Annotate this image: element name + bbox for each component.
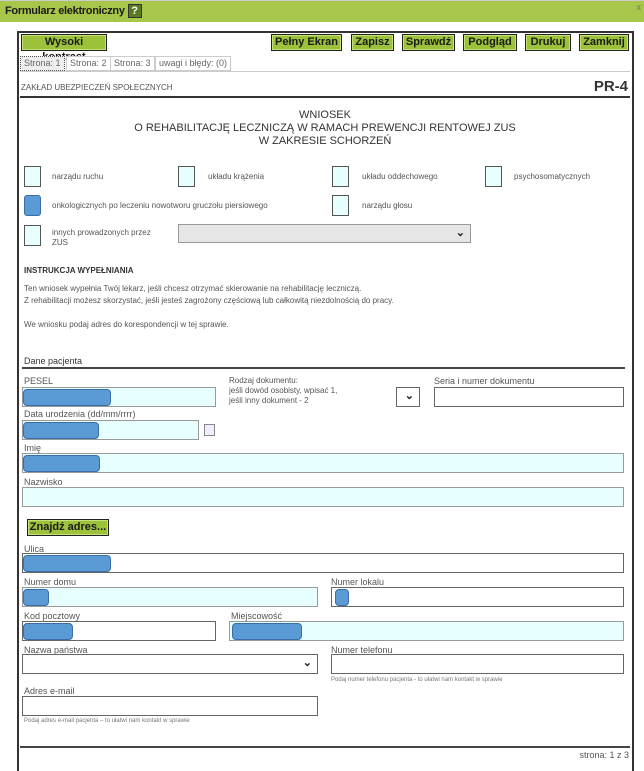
filled-value [23, 455, 100, 472]
fullscreen-button[interactable]: Pełny Ekran [271, 34, 342, 51]
filled-value [23, 555, 111, 572]
city-input[interactable] [229, 621, 624, 641]
form-panel [17, 31, 634, 771]
tab-errors[interactable]: uwagi i błędy: (0) [155, 56, 232, 71]
country-select[interactable]: ⌄ [22, 654, 318, 674]
preview-button[interactable]: Podgląd [463, 34, 517, 51]
doc-type-label: Rodzaj dokumentu: jeśli dowód osobisty, … [229, 376, 337, 406]
postal-code-input[interactable] [22, 621, 216, 641]
email-input[interactable] [22, 696, 318, 716]
field-label: Seria i numer dokumentu [434, 376, 535, 386]
instructions-text: Ten wniosek wypełnia Twój lekarz, jeśli … [24, 284, 362, 293]
doc-type-select[interactable]: ⌄ [396, 387, 420, 407]
field-label: PESEL [24, 376, 54, 386]
title-line: O REHABILITACJĘ LECZNICZĄ W RAMACH PREWE… [134, 122, 516, 134]
other-conditions-select[interactable]: ⌄ [178, 224, 471, 243]
pesel-input[interactable] [22, 387, 216, 407]
filled-value [23, 623, 73, 640]
field-hint: jeśli dowód osobisty, wpisać 1, [229, 386, 338, 395]
section-heading: Dane pacjenta [24, 356, 83, 366]
form-code: PR-4 [593, 78, 628, 95]
field-hint: jeśli inny dokument - 2 [229, 396, 309, 405]
save-button[interactable]: Zapisz [351, 34, 394, 51]
checkbox-musculoskeletal[interactable] [24, 166, 41, 187]
field-label: Imię [24, 443, 42, 453]
tab-page-3[interactable]: Strona: 3 [110, 56, 155, 71]
checkbox-label: narządu głosu [362, 201, 413, 210]
page-indicator: strona: 1 z 3 [579, 750, 629, 760]
field-label: Rodzaj dokumentu: [229, 376, 298, 385]
tab-page-2[interactable]: Strona: 2 [66, 56, 111, 71]
field-label: Nazwa państwa [24, 645, 88, 655]
filled-value [335, 589, 349, 606]
field-label: Numer telefonu [331, 645, 393, 655]
field-label: Numer domu [24, 577, 77, 587]
form-title: WNIOSEK O REHABILITACJĘ LECZNICZĄ W RAMA… [20, 109, 630, 148]
calendar-icon[interactable] [204, 424, 215, 436]
last-name-input[interactable] [22, 487, 624, 507]
instructions-text: Z rehabilitacji możesz skorzystać, jeśli… [24, 296, 394, 305]
chevron-down-icon: ⌄ [404, 390, 414, 402]
instructions-heading: INSTRUKCJA WYPEŁNIANIA [24, 266, 134, 275]
checkbox-label: innych prowadzonych przez ZUS [52, 228, 151, 247]
instructions-text: We wniosku podaj adres do korespondencji… [24, 320, 229, 329]
filled-value [23, 422, 99, 439]
filled-value [23, 589, 49, 606]
chevron-down-icon: ⌄ [302, 657, 312, 669]
checkbox-oncological[interactable] [24, 195, 41, 216]
title-line: W ZAKRESIE SCHORZEŃ [258, 135, 392, 147]
checkbox-voice[interactable] [332, 195, 349, 216]
checkbox-label: onkologicznych po leczeniu nowotworu gru… [52, 201, 268, 210]
window-title: Formularz elektroniczny [5, 5, 125, 17]
flat-number-input[interactable] [331, 587, 624, 607]
field-label: Ulica [24, 544, 45, 554]
chevron-down-icon: ⌄ [455, 227, 465, 239]
doc-number-input[interactable] [434, 387, 624, 407]
title-bar: Formularz elektroniczny ? x [0, 0, 644, 22]
find-address-button[interactable]: Znajdź adres... [27, 519, 109, 536]
field-label: Nazwisko [24, 477, 63, 487]
help-icon[interactable]: ? [127, 4, 142, 18]
field-label: Miejscowość [231, 611, 283, 621]
field-label: Numer lokalu [331, 577, 385, 587]
birth-date-input[interactable] [22, 420, 199, 440]
phone-input[interactable] [331, 654, 624, 674]
checkbox-label: narządu ruchu [52, 172, 104, 181]
check-button[interactable]: Sprawdź [402, 34, 455, 51]
close-button[interactable]: Zamknij [579, 34, 629, 51]
close-icon[interactable]: x [636, 2, 642, 12]
house-number-input[interactable] [22, 587, 318, 607]
org-name: ZAKŁAD UBEZPIECZEŃ SPOŁECZNYCH [21, 83, 173, 92]
title-line: WNIOSEK [299, 109, 351, 121]
print-button[interactable]: Drukuj [525, 34, 571, 51]
high-contrast-button[interactable]: Wysoki kontrast [21, 34, 107, 63]
field-label: Adres e-mail [24, 686, 75, 696]
checkbox-psychosomatic[interactable] [485, 166, 502, 187]
title-row: Formularz elektroniczny ? [5, 4, 142, 18]
checkbox-circulatory[interactable] [178, 166, 195, 187]
filled-value [23, 389, 111, 406]
field-hint: Podaj adres e-mail pacjenta – to ułatwi … [24, 718, 190, 724]
street-input[interactable] [22, 553, 624, 573]
tab-page-1[interactable]: Strona: 1 [20, 56, 65, 71]
field-label: Kod pocztowy [24, 611, 81, 621]
checkbox-respiratory[interactable] [332, 166, 349, 187]
field-hint: Podaj numer telefonu pacjenta - to ułatw… [331, 677, 503, 683]
checkbox-label: układu krążenia [208, 172, 265, 181]
first-name-input[interactable] [22, 453, 624, 473]
filled-value [232, 623, 302, 640]
checkbox-label: psychosomatycznych [514, 172, 591, 181]
field-label: Data urodzenia (dd/mm/rrrr) [24, 409, 136, 419]
checkbox-other[interactable] [24, 225, 41, 246]
checkbox-label: układu oddechowego [362, 172, 438, 181]
